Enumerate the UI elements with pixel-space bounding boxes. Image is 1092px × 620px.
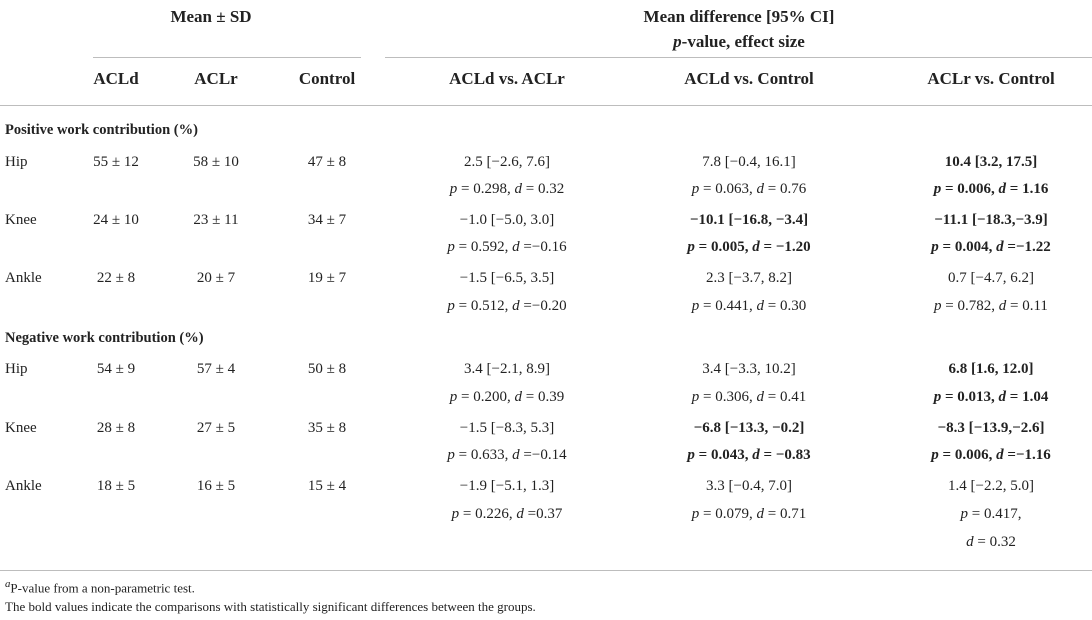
diff-p-d: p = 0.200, d = 0.39	[449, 389, 565, 405]
diff-ci: −10.1 [−16.8, −3.4]	[689, 212, 809, 228]
mean-control: 15 ± 4	[307, 478, 347, 494]
diff-p: p = 0.417,	[960, 506, 1022, 522]
mean-control: 19 ± 7	[307, 270, 347, 286]
mean-aclr: 16 ± 5	[196, 478, 236, 494]
diff-p-d: p = 0.079, d = 0.71	[691, 506, 807, 522]
diff-ci: −6.8 [−13.3, −0.2]	[693, 420, 805, 436]
mean-aclr: 57 ± 4	[196, 361, 236, 377]
diff-p-d: p = 0.441, d = 0.30	[691, 298, 807, 314]
mean-acld: 18 ± 5	[96, 478, 136, 494]
mean-control: 35 ± 8	[307, 420, 347, 436]
diff-p-d: p = 0.633, d =−0.14	[447, 447, 567, 463]
row-label-knee: Knee	[5, 212, 37, 228]
col-header-aclr: ACLr	[194, 69, 238, 88]
diff-p-d: p = 0.004, d =−1.22	[931, 239, 1051, 255]
diff-ci: −1.0 [−5.0, 3.0]	[459, 212, 555, 228]
diff-ci: 6.8 [1.6, 12.0]	[948, 361, 1034, 377]
diff-ci: 0.7 [−4.7, 6.2]	[948, 270, 1034, 286]
diff-p-d: p = 0.006, d =−1.16	[931, 447, 1051, 463]
header-mean-sd: Mean ± SD	[170, 7, 252, 26]
mean-aclr: 58 ± 10	[193, 154, 239, 170]
row-label-knee: Knee	[5, 420, 37, 436]
col-header-acld: ACLd	[93, 69, 139, 88]
mean-control: 47 ± 8	[307, 154, 347, 170]
diff-p-d: p = 0.298, d = 0.32	[449, 181, 565, 197]
diff-ci: 3.3 [−0.4, 7.0]	[706, 478, 792, 494]
diff-ci: 3.4 [−2.1, 8.9]	[464, 361, 550, 377]
diff-p-d: p = 0.005, d = −1.20	[687, 239, 811, 255]
mean-aclr: 20 ± 7	[196, 270, 236, 286]
mean-control: 50 ± 8	[307, 361, 347, 377]
diff-ci: 2.5 [−2.6, 7.6]	[464, 154, 550, 170]
diff-ci: 2.3 [−3.7, 8.2]	[706, 270, 792, 286]
diff-ci: −1.9 [−5.1, 1.3]	[459, 478, 555, 494]
mean-acld: 54 ± 9	[96, 361, 136, 377]
diff-p-d: p = 0.306, d = 0.41	[691, 389, 807, 405]
diff-p-d: p = 0.512, d =−0.20	[447, 298, 567, 314]
table-bottom-rule	[0, 570, 1092, 571]
row-label-ankle: Ankle	[5, 270, 42, 286]
row-label-hip: Hip	[5, 154, 28, 170]
mean-aclr: 23 ± 11	[193, 212, 239, 228]
mean-acld: 22 ± 8	[96, 270, 136, 286]
header-pvalue-effect: p-value, effect size	[673, 32, 805, 51]
mean-acld: 24 ± 10	[93, 212, 139, 228]
diff-ci: −1.5 [−8.3, 5.3]	[459, 420, 555, 436]
diff-ci: −8.3 [−13.9,−2.6]	[937, 420, 1045, 436]
diff-p-d: p = 0.006, d = 1.16	[933, 181, 1049, 197]
diff-p-d: p = 0.043, d = −0.83	[687, 447, 811, 463]
mean-aclr: 27 ± 5	[196, 420, 236, 436]
col-header-control: Control	[298, 69, 356, 88]
header-bottom-rule	[0, 105, 1092, 106]
diff-p-d: p = 0.782, d = 0.11	[934, 298, 1048, 314]
section-title-negative: Negative work contribution (%)	[5, 330, 204, 346]
section-title-positive: Positive work contribution (%)	[5, 122, 198, 138]
mean-acld: 55 ± 12	[93, 154, 139, 170]
col-header-acld-vs-aclr: ACLd vs. ACLr	[449, 69, 565, 88]
mean-control: 34 ± 7	[307, 212, 347, 228]
diff-ci: 3.4 [−3.3, 10.2]	[702, 361, 796, 377]
diff-p-d: p = 0.226, d =0.37	[451, 506, 563, 522]
diff-ci: −11.1 [−18.3,−3.9]	[934, 212, 1048, 228]
diff-ci: −1.5 [−6.5, 3.5]	[459, 270, 555, 286]
diff-ci: 10.4 [3.2, 17.5]	[944, 154, 1038, 170]
header-mean-difference: Mean difference [95% CI]	[643, 7, 835, 26]
mean-acld: 28 ± 8	[96, 420, 136, 436]
diff-p-d: p = 0.592, d =−0.16	[447, 239, 567, 255]
diff-p-d: p = 0.013, d = 1.04	[933, 389, 1049, 405]
diff-d: d = 0.32	[966, 534, 1016, 550]
diff-p-d: p = 0.063, d = 0.76	[691, 181, 807, 197]
row-label-hip: Hip	[5, 361, 28, 377]
header-underline-diff	[385, 57, 1092, 58]
col-header-aclr-vs-control: ACLr vs. Control	[927, 69, 1055, 88]
col-header-acld-vs-control: ACLd vs. Control	[684, 69, 814, 88]
diff-ci: 1.4 [−2.2, 5.0]	[948, 478, 1034, 494]
row-label-ankle: Ankle	[5, 478, 42, 494]
header-underline-mean	[93, 57, 361, 58]
footnote-a: aP-value from a non-parametric test.	[5, 578, 195, 596]
footnote-bold: The bold values indicate the comparisons…	[5, 599, 536, 614]
diff-ci: 7.8 [−0.4, 16.1]	[702, 154, 796, 170]
